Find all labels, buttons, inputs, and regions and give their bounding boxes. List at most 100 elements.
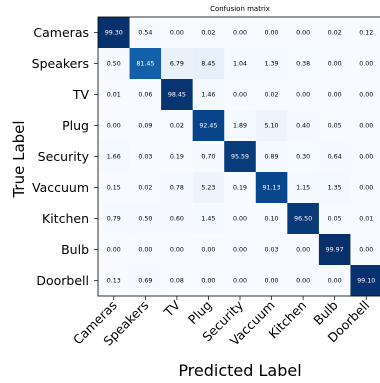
cell-value-label: 0.89 <box>265 154 279 161</box>
row-tick-label: Security <box>38 149 90 164</box>
cell-value-label: 0.00 <box>328 92 342 99</box>
cell-value-label: 0.00 <box>359 123 373 130</box>
column-tick-label: TV <box>160 297 183 320</box>
cell-value-label: 0.40 <box>296 123 310 130</box>
heatmap-cell <box>98 172 130 204</box>
heatmap-cell <box>255 79 288 111</box>
cell-value-label: 0.00 <box>296 92 310 99</box>
heatmap-cell <box>192 172 225 204</box>
cell-value-label: 0.00 <box>296 278 310 285</box>
row-tick-label: Doorbell <box>36 273 89 288</box>
heatmap-cell <box>224 203 257 235</box>
row-tick-label: Vaccuum <box>32 180 89 195</box>
cell-value-label: 1.39 <box>265 61 279 68</box>
heatmap-cell <box>255 141 288 173</box>
heatmap-cell <box>350 110 380 142</box>
cell-value-label: 95.59 <box>231 154 249 161</box>
heatmap-cell <box>98 234 130 266</box>
cell-value-label: 5.23 <box>201 185 215 192</box>
cell-value-label: 0.00 <box>201 278 215 285</box>
heatmap-cell <box>287 110 320 142</box>
cell-value-label: 0.12 <box>359 30 373 37</box>
heatmap-cell <box>161 234 193 266</box>
heatmap-cell <box>192 203 225 235</box>
heatmap-cell <box>98 17 130 49</box>
cell-value-label: 0.00 <box>201 247 215 254</box>
cell-value-label: 1.66 <box>107 154 121 161</box>
cell-value-label: 0.50 <box>138 216 152 223</box>
cell-value-label: 0.19 <box>233 185 247 192</box>
x-axis-label: Predicted Label <box>178 361 301 380</box>
heatmap-cell <box>224 172 257 204</box>
cell-value-label: 0.30 <box>296 154 310 161</box>
heatmap-cell <box>350 79 380 111</box>
cell-value-label: 0.00 <box>359 92 373 99</box>
chart-title: Confusion matrix <box>210 5 270 13</box>
heatmap-cell <box>192 17 225 49</box>
heatmap-cell <box>129 17 162 49</box>
heatmap-cell <box>318 141 351 173</box>
heatmap-cell <box>287 172 320 204</box>
row-tick-label: Cameras <box>33 25 89 40</box>
heatmap-cell <box>161 265 193 297</box>
heatmap-cell <box>161 48 193 80</box>
cell-value-label: 0.09 <box>138 123 152 130</box>
heatmap-cell <box>255 110 288 142</box>
cell-value-label: 0.00 <box>359 154 373 161</box>
cell-value-label: 0.02 <box>138 185 152 192</box>
cell-value-label: 0.70 <box>201 154 215 161</box>
cell-value-label: 0.00 <box>359 185 373 192</box>
heatmap-cell <box>318 79 351 111</box>
cell-value-label: 1.46 <box>201 92 215 99</box>
heatmap-cell <box>129 265 162 297</box>
heatmap-cell <box>287 265 320 297</box>
heatmap-cell <box>98 110 130 142</box>
heatmap-cell <box>318 203 351 235</box>
row-tick-label: Plug <box>62 118 89 133</box>
cell-value-label: 0.00 <box>328 61 342 68</box>
cell-value-label: 5.10 <box>265 123 279 130</box>
cell-value-label: 0.38 <box>296 61 310 68</box>
heatmap-cell <box>224 17 257 49</box>
heatmap-cell <box>350 17 380 49</box>
row-tick-label: Speakers <box>32 56 89 71</box>
heatmap-cell <box>98 141 130 173</box>
cell-value-label: 0.01 <box>359 216 373 223</box>
cell-value-label: 0.05 <box>328 216 342 223</box>
heatmap-cell <box>318 265 351 297</box>
plot-frame <box>97 16 380 297</box>
heatmap-cell <box>350 234 380 266</box>
heatmap-cell <box>255 17 288 49</box>
heatmap-cell <box>129 141 162 173</box>
heatmap-cell <box>192 141 225 173</box>
heatmap-cell <box>350 265 380 297</box>
cell-value-label: 0.00 <box>233 278 247 285</box>
cell-value-label: 0.00 <box>233 247 247 254</box>
heatmap-cell <box>255 203 288 235</box>
heatmap-cell <box>129 203 162 235</box>
cell-value-label: 0.10 <box>265 216 279 223</box>
heatmap-cell <box>192 48 225 80</box>
cell-value-label: 81.45 <box>136 61 154 68</box>
cell-value-label: 0.00 <box>233 92 247 99</box>
cell-value-label: 0.02 <box>170 123 184 130</box>
cell-value-label: 0.78 <box>170 185 184 192</box>
cell-value-label: 0.02 <box>201 30 215 37</box>
cell-value-label: 0.54 <box>138 30 152 37</box>
cell-value-label: 0.00 <box>359 61 373 68</box>
heatmap-cell <box>98 203 130 235</box>
cell-value-label: 1.45 <box>201 216 215 223</box>
cell-value-label: 8.45 <box>201 61 215 68</box>
cell-value-label: 0.00 <box>296 30 310 37</box>
heatmap-cell <box>287 79 320 111</box>
heatmap-cell <box>129 234 162 266</box>
heatmap-cell <box>287 17 320 49</box>
cell-value-label: 0.03 <box>265 247 279 254</box>
heatmap-cell <box>224 110 257 142</box>
cell-value-label: 0.50 <box>107 61 121 68</box>
cell-value-label: 1.89 <box>233 123 247 130</box>
cell-value-label: 0.79 <box>107 216 121 223</box>
cell-value-label: 0.00 <box>265 278 279 285</box>
cell-value-label: 0.00 <box>170 247 184 254</box>
